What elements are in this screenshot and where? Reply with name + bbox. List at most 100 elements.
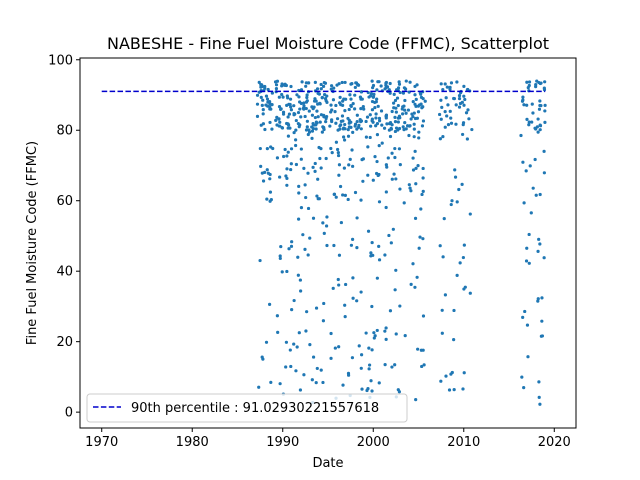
data-point	[458, 101, 463, 106]
data-point	[258, 146, 262, 151]
x-tick-label: 2000	[357, 435, 390, 450]
data-point	[369, 124, 373, 128]
data-point	[382, 126, 387, 130]
data-point	[268, 199, 272, 203]
data-point	[286, 134, 291, 138]
data-point	[390, 365, 394, 369]
data-point	[255, 102, 260, 106]
data-point	[371, 178, 375, 182]
data-point	[297, 191, 301, 195]
data-point	[536, 297, 540, 301]
data-point	[373, 105, 377, 110]
data-point	[383, 362, 387, 367]
data-point	[301, 233, 305, 237]
data-point	[274, 87, 279, 91]
data-point	[337, 173, 341, 177]
data-point	[310, 136, 314, 140]
data-point	[322, 127, 326, 132]
data-point	[421, 237, 425, 241]
data-point	[287, 112, 292, 116]
data-point	[377, 116, 382, 120]
data-point	[304, 84, 308, 88]
data-point	[263, 127, 267, 132]
y-tick-label: 100	[48, 53, 73, 68]
data-point	[465, 137, 469, 141]
data-point	[377, 200, 382, 204]
data-point	[303, 114, 307, 119]
data-point	[302, 107, 306, 111]
data-point	[412, 135, 416, 139]
data-point	[534, 193, 538, 197]
data-point	[371, 120, 375, 124]
data-point	[277, 117, 281, 121]
data-point	[378, 119, 382, 123]
y-tick-label: 60	[56, 194, 73, 209]
data-point	[298, 278, 302, 282]
data-point	[336, 151, 340, 155]
data-point	[304, 100, 309, 104]
legend-box	[86, 393, 408, 423]
data-point	[542, 149, 546, 153]
data-point	[421, 119, 426, 123]
data-point	[307, 130, 312, 134]
data-point	[388, 134, 393, 139]
data-point	[333, 110, 337, 114]
data-point	[538, 103, 542, 108]
data-point	[289, 364, 293, 369]
data-point	[392, 101, 396, 105]
data-point	[390, 177, 394, 181]
chart-title: NABESHE - Fine Fuel Moisture Code (FFMC)…	[107, 34, 549, 53]
data-point	[259, 95, 263, 99]
data-point	[317, 145, 321, 150]
data-point	[420, 192, 424, 197]
data-point	[390, 151, 394, 155]
data-point	[279, 244, 283, 249]
data-point	[401, 112, 405, 116]
data-point	[445, 85, 449, 89]
data-point	[278, 120, 282, 124]
data-point	[530, 120, 534, 124]
data-point	[413, 93, 417, 97]
data-point	[462, 287, 466, 291]
data-point	[344, 282, 348, 287]
data-point	[310, 129, 315, 133]
data-point	[296, 110, 301, 115]
data-point	[329, 84, 334, 88]
data-point	[298, 388, 303, 392]
data-point	[397, 80, 401, 84]
data-point	[388, 81, 392, 86]
data-point	[370, 304, 374, 309]
data-point	[445, 114, 449, 118]
data-point	[401, 125, 405, 129]
data-point	[297, 217, 301, 221]
data-point	[418, 91, 422, 95]
data-point	[538, 192, 542, 197]
data-point	[377, 244, 381, 248]
data-point	[542, 88, 547, 92]
data-point	[390, 109, 394, 114]
data-point	[329, 103, 333, 107]
data-point	[286, 150, 290, 154]
data-point	[457, 97, 462, 101]
data-point	[368, 113, 372, 117]
data-point	[533, 157, 537, 162]
data-point	[455, 200, 459, 204]
data-points	[255, 79, 547, 406]
data-point	[265, 147, 269, 151]
data-point	[377, 381, 381, 385]
data-point	[422, 363, 426, 367]
data-point	[343, 109, 347, 113]
data-point	[443, 293, 447, 297]
data-point	[270, 103, 274, 107]
data-point	[281, 95, 285, 99]
data-point	[462, 103, 466, 107]
data-point	[442, 217, 446, 221]
data-point	[447, 388, 452, 392]
data-point	[522, 103, 526, 107]
data-point	[462, 243, 466, 247]
data-point	[334, 103, 338, 108]
data-point	[379, 109, 384, 113]
data-point	[318, 120, 322, 124]
data-point	[380, 123, 384, 127]
